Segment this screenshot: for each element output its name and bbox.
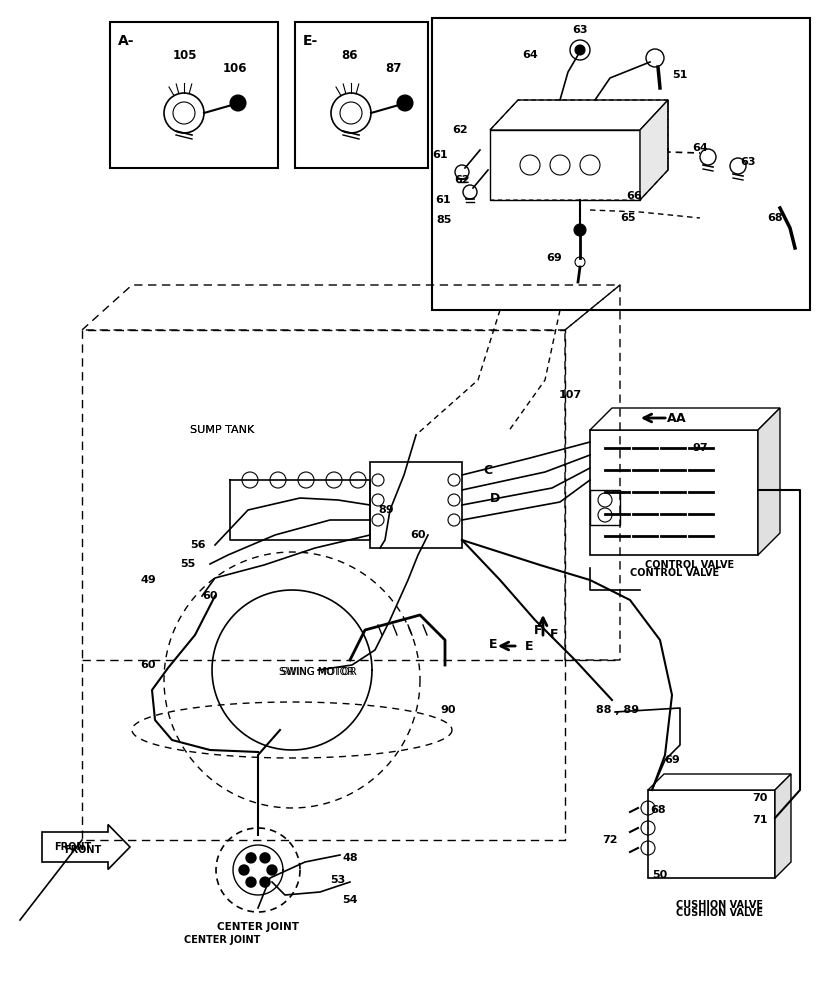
Text: 63: 63 [572,25,587,35]
Circle shape [229,95,246,111]
Text: 64: 64 [522,50,537,60]
Text: 86: 86 [342,49,358,62]
Text: 64: 64 [691,143,707,153]
Polygon shape [639,100,667,200]
Bar [590,430,757,555]
Text: F: F [550,628,558,641]
Bar [110,22,278,168]
Text: E: E [524,640,533,652]
Bar [432,18,809,310]
Text: D: D [489,491,500,504]
Text: 50: 50 [652,870,667,880]
Circle shape [396,95,413,111]
Text: 90: 90 [440,705,455,715]
Text: 89: 89 [378,505,393,515]
Text: 60: 60 [140,660,156,670]
Text: 88 , 89: 88 , 89 [595,705,639,715]
Text: CUSHION VALVE: CUSHION VALVE [676,900,762,910]
Text: 62: 62 [451,125,468,135]
Bar [369,462,461,548]
Text: CENTER JOINT: CENTER JOINT [183,935,260,945]
Text: 56: 56 [190,540,206,550]
Text: F: F [533,624,541,637]
Circle shape [260,877,269,887]
Circle shape [573,224,586,236]
Bar [647,790,774,878]
Bar [590,490,619,525]
Text: FRONT: FRONT [65,845,102,855]
Text: 107: 107 [558,390,581,400]
Text: 71: 71 [751,815,767,825]
Polygon shape [42,824,130,869]
Text: 87: 87 [384,62,400,75]
Bar [295,22,428,168]
Circle shape [260,853,269,863]
Circle shape [574,45,584,55]
Polygon shape [774,774,790,878]
Polygon shape [757,408,779,555]
Text: 66: 66 [626,191,641,201]
Text: 61: 61 [435,195,450,205]
Text: FRONT: FRONT [54,842,91,852]
Text: 55: 55 [180,559,196,569]
Text: 97: 97 [691,443,707,453]
Text: CONTROL VALVE: CONTROL VALVE [645,560,734,570]
Text: 60: 60 [410,530,425,540]
Text: E-: E- [303,34,318,48]
Text: A: A [667,412,676,424]
Text: 49: 49 [140,575,156,585]
Text: 60: 60 [202,591,218,601]
Text: CENTER JOINT: CENTER JOINT [217,922,299,932]
Text: 85: 85 [436,215,451,225]
Text: 70: 70 [751,793,767,803]
Text: 69: 69 [663,755,679,765]
Text: E: E [488,639,496,652]
Text: 53: 53 [330,875,345,885]
Text: 68: 68 [767,213,782,223]
Text: SUMP TANK: SUMP TANK [190,425,254,435]
Text: SWING MOTOR: SWING MOTOR [278,667,356,677]
Circle shape [238,865,249,875]
Polygon shape [590,408,779,430]
Text: C: C [483,464,492,477]
Text: 54: 54 [342,895,357,905]
Text: SUMP TANK: SUMP TANK [190,425,254,435]
Text: 63: 63 [740,157,755,167]
Text: 106: 106 [223,62,247,75]
Text: 69: 69 [545,253,561,263]
Polygon shape [490,100,667,130]
Text: 68: 68 [649,805,665,815]
Bar [490,130,639,200]
Text: 65: 65 [619,213,635,223]
Text: 48: 48 [342,853,357,863]
Text: SWING MOTOR: SWING MOTOR [281,667,354,677]
Text: A: A [675,412,685,424]
Circle shape [267,865,277,875]
Circle shape [246,877,256,887]
Text: 61: 61 [432,150,447,160]
Text: 51: 51 [672,70,687,80]
Text: A-: A- [118,34,134,48]
Text: 62: 62 [454,175,469,185]
Text: 105: 105 [173,49,197,62]
Circle shape [246,853,256,863]
Polygon shape [647,774,790,790]
Text: 72: 72 [601,835,617,845]
Text: CONTROL VALVE: CONTROL VALVE [630,568,719,578]
Text: CUSHION VALVE: CUSHION VALVE [676,908,762,918]
